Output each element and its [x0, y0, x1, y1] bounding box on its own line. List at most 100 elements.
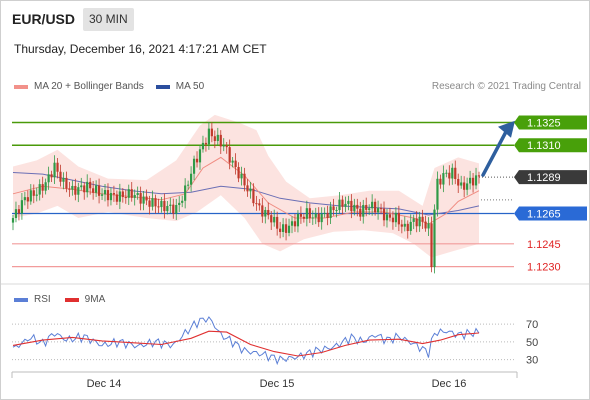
candle: [460, 175, 463, 189]
candle-body: [92, 188, 95, 193]
candle: [287, 218, 291, 237]
candle: [276, 211, 279, 236]
candle: [97, 178, 101, 204]
candle-body: [41, 184, 44, 191]
candle-body: [335, 210, 338, 212]
candle-body: [130, 189, 133, 198]
candle: [341, 195, 344, 215]
candle-body: [317, 213, 320, 223]
level-tag-1.1230: 1.1230: [527, 262, 561, 274]
candle-body: [133, 195, 136, 198]
candle-body: [74, 185, 77, 195]
candle-body: [127, 189, 130, 198]
candle-body: [471, 177, 475, 186]
candle: [115, 190, 118, 205]
candle: [451, 163, 454, 185]
candle: [403, 216, 406, 232]
credit-text: Research © 2021 Trading Central: [431, 81, 581, 92]
candle: [89, 177, 92, 195]
candle-body: [454, 167, 457, 179]
candle: [201, 135, 205, 153]
candle: [415, 211, 418, 233]
candle: [282, 218, 285, 238]
candle: [71, 180, 74, 196]
candle: [436, 171, 439, 217]
trend-arrow-head: [498, 120, 515, 138]
candle-body: [279, 228, 282, 232]
candle-body: [436, 178, 439, 210]
candle: [106, 183, 110, 207]
candle: [463, 176, 466, 198]
candle-body: [296, 213, 300, 227]
legend-ma20-swatch: [14, 84, 28, 89]
candle-body: [439, 178, 442, 185]
level-tag-bg: [514, 170, 587, 185]
candle: [213, 130, 216, 149]
candle-body: [68, 188, 71, 190]
candle-body: [106, 190, 110, 201]
level-tag-bg: [514, 138, 587, 153]
candle: [471, 173, 475, 193]
candle-body: [258, 203, 261, 206]
candle-body: [466, 183, 469, 190]
candle-body: [32, 190, 35, 196]
candle: [320, 207, 323, 230]
candle: [382, 201, 386, 227]
candle-body: [261, 205, 264, 217]
candle: [293, 213, 297, 232]
candle-body: [397, 212, 400, 225]
rsi-tick-label: 50: [526, 337, 538, 349]
candle: [192, 155, 196, 181]
candle: [311, 210, 314, 225]
candle: [388, 207, 392, 222]
candle-body: [406, 223, 409, 232]
candle-body: [270, 215, 273, 223]
candle-body: [468, 177, 472, 184]
candle: [267, 202, 270, 220]
candle: [74, 178, 77, 201]
candle-body: [350, 200, 353, 212]
candle: [397, 205, 400, 232]
candle-body: [47, 174, 50, 183]
rsi-legend: RSI 9MA: [14, 294, 119, 305]
candle: [222, 138, 225, 152]
candle: [454, 160, 457, 185]
candle-body: [267, 209, 270, 216]
candle: [166, 201, 169, 215]
candle: [112, 185, 116, 202]
level-tag-bg: [514, 115, 587, 130]
candle-body: [172, 204, 175, 214]
candle-body: [189, 173, 193, 185]
candle-body: [255, 203, 258, 205]
candle-body: [83, 185, 86, 193]
candle-body: [394, 212, 397, 223]
candle-body: [409, 221, 412, 232]
candle-body: [326, 212, 329, 219]
candle-body: [365, 204, 368, 210]
level-tag-1.1265: 1.1265: [514, 206, 587, 221]
candle-body: [477, 175, 481, 177]
candle: [68, 181, 71, 197]
candle: [121, 188, 124, 203]
candle: [124, 189, 127, 204]
candles: [11, 122, 481, 274]
candle-body: [35, 194, 38, 196]
candle-body: [109, 193, 113, 201]
timeframe-button[interactable]: 30 MIN: [83, 8, 134, 31]
candle-body: [195, 158, 199, 163]
candle-body: [56, 162, 59, 172]
legend-ma20-label: MA 20 + Bollinger Bands: [34, 81, 144, 92]
candle-body: [302, 216, 305, 219]
candle: [284, 218, 288, 241]
candle: [439, 174, 442, 189]
candle-body: [228, 147, 231, 163]
candle-body: [53, 162, 56, 178]
candle-body: [100, 194, 104, 196]
candle-body: [371, 201, 374, 209]
candle: [32, 184, 35, 204]
candle: [157, 198, 160, 214]
candle: [359, 201, 362, 221]
legend-ma50-swatch: [155, 84, 170, 89]
candle-body: [457, 178, 460, 186]
